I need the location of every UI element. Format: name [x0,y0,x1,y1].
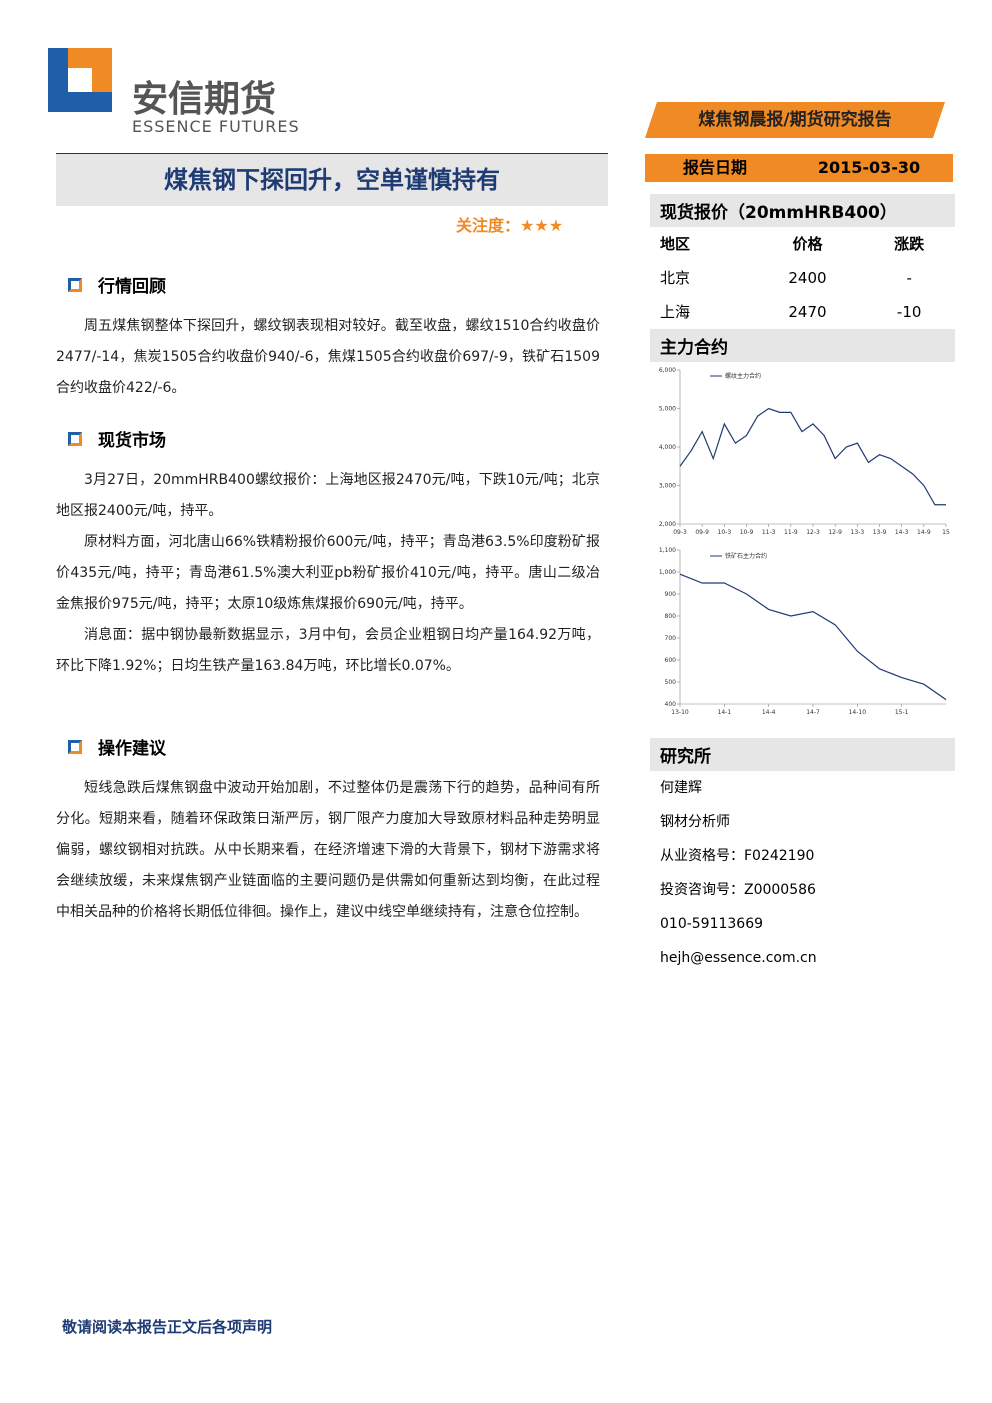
logo-mark-hole [68,68,92,92]
y-tick-label: 500 [665,679,677,686]
x-tick-label: 14-9 [917,529,931,536]
line-series [679,573,947,701]
footer: 敬请阅读本报告正文后各项声明 [62,1318,273,1336]
spacer [56,682,600,712]
x-tick-label: 11-3 [762,529,776,536]
table-cell: 上海 [660,303,691,321]
y-tick-label: 1,100 [659,547,676,554]
contact: 钢材分析师 [660,814,730,830]
paragraph: 原材料方面，河北唐山66%铁精粉报价600元/吨，持平；青岛港63.5%印度粉矿… [56,534,600,612]
title: 煤焦钢下探回升，空单谨慎持有 [56,153,608,206]
x-tick-label: 15-1 [895,709,909,716]
x-tick-label: 14-10 [849,709,867,716]
main-content: 行情回顾周五煤焦钢整体下探回升，螺纹钢表现相对较好。截至收盘，螺纹1510合约收… [56,250,600,928]
table-cell: -10 [896,303,922,321]
y-tick-label: 2,000 [659,521,676,528]
sidebar: 现货报价（20mmHRB400） 地区 价格 涨跌北京 2400 - 上海 2470 -10 主力… [650,194,955,975]
x-tick-label: 11-9 [784,529,798,536]
paragraph: 消息面：据中钢协最新数据显示，3月中旬，会员企业粗钢日均产量164.92万吨，环… [56,627,600,674]
x-tick-label: 14-1 [718,709,732,716]
contact: 何建辉 [660,780,702,796]
paragraph: 3月27日，20mmHRB400螺纹报价：上海地区报2470元/吨，下跌10元/… [56,472,600,519]
y-tick-label: 1,000 [659,569,676,576]
section-icon [68,431,82,446]
table-header: 价格 [792,235,823,253]
date-bar: 报告日期 2015-03-30 [645,154,953,182]
section-title: 行情回顾 [98,277,166,297]
spot-table: 地区 价格 涨跌北京 2400 - 上海 2470 -10 [650,227,955,329]
contract-title: 主力合约 [650,329,955,362]
spot-title: 现货报价（20mmHRB400） [650,194,955,227]
contact: 从业资格号：F0242190 [660,848,815,864]
x-tick-label: 13-10 [671,709,689,716]
y-tick-label: 900 [665,591,677,598]
table-cell: 北京 [660,269,691,287]
x-tick-label: 14-4 [762,709,776,716]
attention-label: 关注度： [456,216,521,235]
legend-label: 铁矿石主力合约 [725,552,767,560]
x-tick-label: 09-3 [673,529,687,536]
table-cell: 2470 [788,303,827,321]
y-tick-label: 3,000 [659,483,676,490]
section-icon [68,277,82,292]
contact: 投资咨询号：Z0000586 [660,882,816,898]
y-tick-label: 5,000 [659,406,676,413]
attention: 关注度：★★★ [456,212,563,236]
legend-label: 螺纹主力合约 [725,372,761,380]
section-heading: 操作建议 [56,734,600,759]
x-tick-label: 12-9 [828,529,842,536]
contact: hejh@essence.com.cn [660,950,817,966]
section-title: 操作建议 [98,739,166,759]
y-tick-label: 400 [665,701,677,708]
table-header: 地区 [660,235,691,253]
table-header: 涨跌 [894,235,925,253]
research-title: 研究所 [650,738,955,771]
date: 2015-03-30 [817,158,921,177]
banner: 煤焦钢晨报/期货研究报告 [645,102,945,138]
y-tick-label: 700 [665,635,677,642]
x-tick-label: 12-3 [806,529,820,536]
stars: ★★★ [520,216,564,235]
logo-en: ESSENCE FUTURES [132,117,300,136]
x-tick-label: 10-9 [740,529,754,536]
y-tick-label: 600 [665,657,677,664]
y-tick-label: 6,000 [659,367,676,374]
section-heading: 行情回顾 [56,272,600,297]
x-tick-label: 14-7 [806,709,820,716]
contact: 010-59113669 [660,916,764,932]
x-tick-label: 13-3 [851,529,865,536]
x-tick-label: 15 [942,529,950,536]
date-label: 报告日期 [682,158,747,177]
section-title: 现货市场 [98,431,166,451]
x-tick-label: 09-9 [695,529,709,536]
paragraph: 周五煤焦钢整体下探回升，螺纹钢表现相对较好。截至收盘，螺纹1510合约收盘价24… [56,318,600,396]
section-heading: 现货市场 [56,426,600,451]
logo-cn: 安信期货 [132,79,277,120]
y-tick-label: 4,000 [659,444,676,451]
x-tick-label: 14-3 [895,529,909,536]
chart: 2,000 3,000 4,000 5,000 6,000 09-3 09-9 10-3 10-… [659,367,950,536]
x-tick-label: 13-9 [873,529,887,536]
table-cell: - [906,269,912,287]
line-series [679,407,946,506]
section-icon [68,739,82,754]
x-tick-label: 10-3 [718,529,732,536]
y-tick-label: 800 [665,613,677,620]
chart: 400 500 600 700 800 900 1,000 1,100 13-10 14-1 14-… [659,547,947,716]
paragraph: 短线急跌后煤焦钢盘中波动开始加剧，不过整体仍是震荡下行的趋势，品种间有所分化。短… [56,780,600,920]
table-cell: 2400 [788,269,827,287]
